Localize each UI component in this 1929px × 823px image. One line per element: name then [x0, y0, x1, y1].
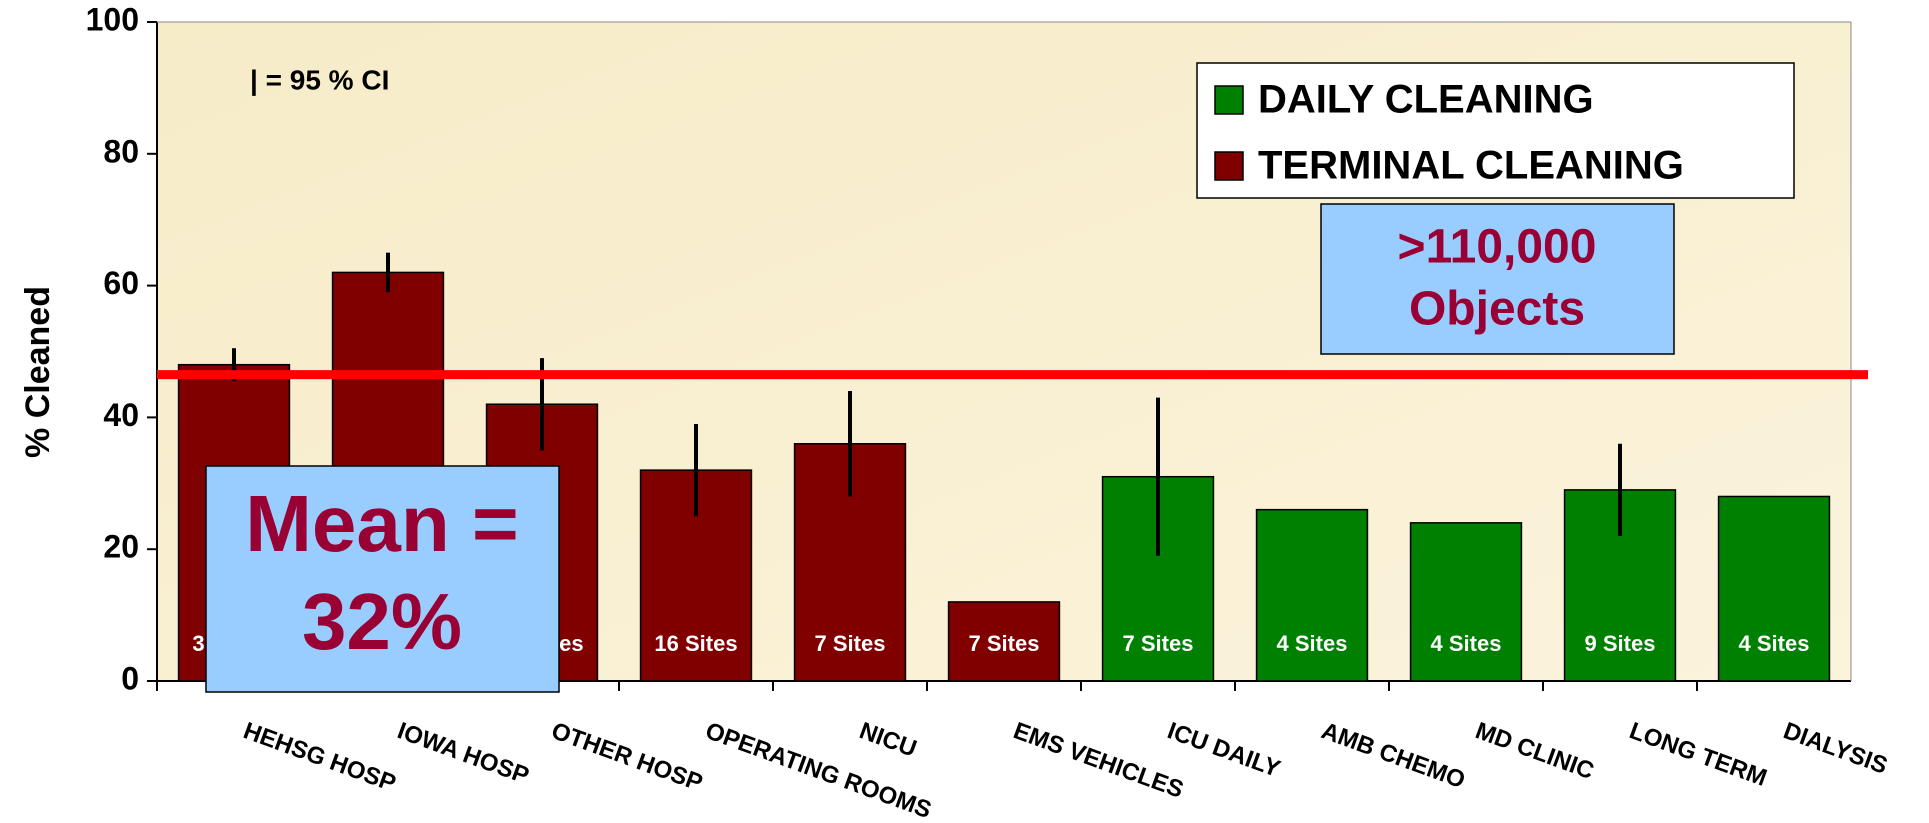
y-tick-label: 20 — [103, 529, 139, 565]
legend-label: DAILY CLEANING — [1258, 78, 1594, 122]
y-tick-label: 0 — [121, 660, 139, 696]
x-tick-label: ICU DAILY — [1164, 717, 1284, 783]
site-label: 4 Sites — [1277, 631, 1348, 656]
bar — [1717, 495, 1831, 682]
x-tick-label: MD CLINIC — [1472, 717, 1598, 785]
y-tick-label: 100 — [86, 1, 139, 37]
legend-swatch — [1214, 151, 1244, 181]
objects-note: >110,000 — [1398, 221, 1597, 274]
x-tick-label: DIALYSIS — [1780, 717, 1891, 779]
y-axis-title: % Cleaned — [19, 286, 57, 458]
legend-box — [1196, 62, 1795, 199]
mean-note: 32% — [302, 577, 462, 666]
bar — [1255, 508, 1369, 682]
bar — [947, 601, 1061, 682]
y-tick-label: 80 — [103, 133, 139, 169]
site-label: 9 Sites — [1585, 631, 1656, 656]
legend-label: TERMINAL CLEANING — [1258, 144, 1684, 188]
x-tick-label: HEHSG HOSP — [240, 717, 400, 797]
y-tick-label: 60 — [103, 265, 139, 301]
x-tick-label: OTHER HOSP — [548, 717, 706, 797]
mean-note: Mean = — [245, 479, 518, 568]
site-label: 7 Sites — [815, 631, 886, 656]
x-tick-label: AMB CHEMO — [1318, 717, 1469, 794]
site-label: 4 Sites — [1739, 631, 1810, 656]
site-label: 7 Sites — [969, 631, 1040, 656]
x-tick-label: NICU — [856, 717, 920, 762]
mean-box — [205, 465, 560, 693]
x-tick-label: EMS VEHICLES — [1010, 717, 1187, 803]
site-label: 16 Sites — [654, 631, 737, 656]
bar — [1409, 522, 1523, 682]
x-tick-label: IOWA HOSP — [394, 717, 533, 790]
legend-swatch — [1214, 85, 1244, 115]
objects-note: Objects — [1409, 283, 1585, 336]
x-tick-label: LONG TERM — [1626, 717, 1771, 792]
site-label: 4 Sites — [1431, 631, 1502, 656]
ci-note: | = 95 % CI — [250, 64, 389, 95]
y-tick-label: 40 — [103, 397, 139, 433]
site-label: 7 Sites — [1123, 631, 1194, 656]
objects-box — [1320, 203, 1675, 355]
